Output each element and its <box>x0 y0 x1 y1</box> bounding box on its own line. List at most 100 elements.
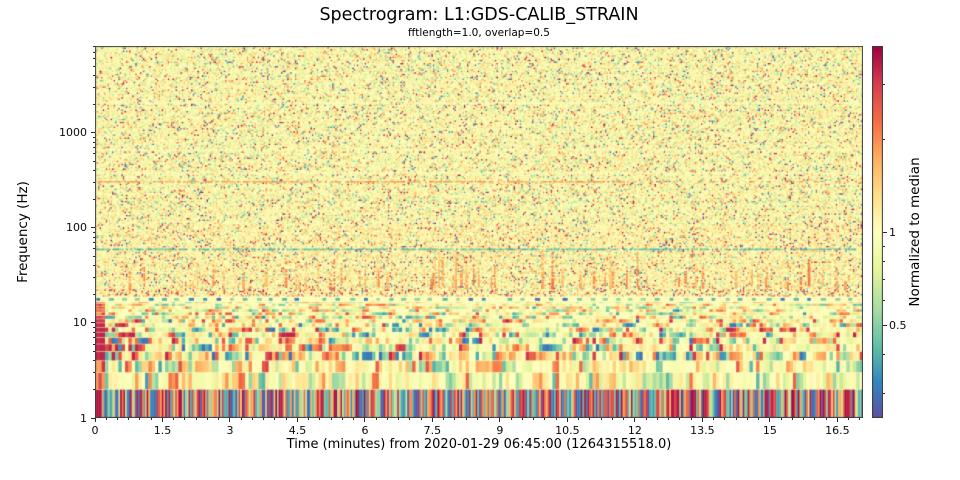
x-minor-tick <box>488 418 490 421</box>
y-minor-tick <box>92 141 95 143</box>
y-minor-tick <box>92 103 95 105</box>
x-minor-tick <box>656 418 658 421</box>
x-minor-tick <box>611 418 613 421</box>
colorbar-gradient <box>872 46 883 418</box>
x-minor-tick <box>330 418 332 421</box>
x-minor-tick <box>308 418 310 421</box>
x-minor-tick <box>690 418 692 421</box>
y-minor-tick <box>92 182 95 184</box>
x-tick <box>94 418 96 422</box>
x-tick <box>431 418 433 422</box>
x-minor-tick <box>735 418 737 421</box>
x-minor-tick <box>848 418 850 421</box>
y-minor-tick <box>92 277 95 279</box>
x-tick <box>769 418 771 422</box>
x-minor-tick <box>285 418 287 421</box>
y-minor-tick <box>92 198 95 200</box>
x-tick <box>566 418 568 422</box>
colorbar-minor-tick <box>883 279 886 281</box>
y-minor-tick <box>92 265 95 267</box>
spectrogram-heatmap <box>95 46 863 418</box>
colorbar-minor-tick <box>883 354 886 356</box>
x-minor-tick <box>859 418 861 421</box>
colorbar-tick <box>883 324 887 326</box>
x-minor-tick <box>116 418 118 421</box>
x-minor-tick <box>578 418 580 421</box>
x-minor-tick <box>263 418 265 421</box>
x-axis-label: Time (minutes) from 2020-01-29 06:45:00 … <box>286 437 672 452</box>
x-tick-label: 15 <box>762 424 777 437</box>
y-tick <box>91 322 95 324</box>
x-minor-tick <box>623 418 625 421</box>
colorbar-minor-tick <box>883 138 886 140</box>
x-minor-tick <box>139 418 141 421</box>
y-minor-tick <box>92 170 95 172</box>
x-minor-tick <box>713 418 715 421</box>
x-minor-tick <box>240 418 242 421</box>
plot-title: Spectrogram: L1:GDS-CALIB_STRAIN <box>319 5 639 25</box>
x-minor-tick <box>398 418 400 421</box>
x-minor-tick <box>600 418 602 421</box>
colorbar-tick-label: 0.5 <box>889 318 907 332</box>
x-minor-tick <box>803 418 805 421</box>
x-minor-tick <box>420 418 422 421</box>
colorbar-tick-label: 1 <box>889 225 896 239</box>
x-minor-tick <box>780 418 782 421</box>
y-minor-tick <box>92 147 95 149</box>
y-minor-tick <box>92 231 95 233</box>
y-minor-tick <box>92 326 95 328</box>
x-minor-tick <box>724 418 726 421</box>
colorbar-minor-tick <box>883 245 886 247</box>
y-tick <box>91 227 95 229</box>
x-minor-tick <box>533 418 535 421</box>
y-minor-tick <box>92 255 95 257</box>
x-minor-tick <box>521 418 523 421</box>
x-tick <box>499 418 501 422</box>
y-minor-tick <box>92 343 95 345</box>
x-minor-tick <box>589 418 591 421</box>
y-minor-tick <box>92 337 95 339</box>
y-minor-tick <box>92 248 95 250</box>
x-tick <box>229 418 231 422</box>
x-minor-tick <box>758 418 760 421</box>
y-tick-label: 1000 <box>59 126 87 140</box>
x-minor-tick <box>375 418 377 421</box>
x-tick <box>296 418 298 422</box>
x-minor-tick <box>341 418 343 421</box>
x-tick-label: 10.5 <box>555 424 580 437</box>
x-minor-tick <box>150 418 152 421</box>
x-tick-label: 4.5 <box>288 424 307 437</box>
x-minor-tick <box>173 418 175 421</box>
y-minor-tick <box>92 372 95 374</box>
y-minor-tick <box>92 331 95 333</box>
y-minor-tick <box>92 46 95 48</box>
x-tick-label: 16.5 <box>825 424 850 437</box>
x-tick <box>634 418 636 422</box>
y-minor-tick <box>92 86 95 88</box>
x-minor-tick <box>353 418 355 421</box>
y-minor-tick <box>92 51 95 53</box>
plot-subtitle: fftlength=1.0, overlap=0.5 <box>408 27 550 39</box>
x-minor-tick <box>105 418 107 421</box>
x-tick-label: 1.5 <box>153 424 172 437</box>
y-minor-tick <box>92 293 95 295</box>
x-tick-label: 9 <box>496 424 504 437</box>
x-minor-tick <box>555 418 557 421</box>
x-minor-tick <box>746 418 748 421</box>
x-minor-tick <box>814 418 816 421</box>
y-minor-tick <box>92 58 95 60</box>
x-minor-tick <box>679 418 681 421</box>
x-minor-tick <box>251 418 253 421</box>
y-minor-tick <box>92 236 95 238</box>
x-tick <box>836 418 838 422</box>
y-minor-tick <box>92 65 95 67</box>
x-minor-tick <box>128 418 130 421</box>
colorbar-tick <box>883 231 887 233</box>
y-tick-label: 100 <box>66 221 87 235</box>
x-minor-tick <box>218 418 220 421</box>
y-tick-label: 1 <box>80 411 87 425</box>
colorbar-minor-tick <box>883 300 886 302</box>
x-minor-tick <box>274 418 276 421</box>
x-minor-tick <box>195 418 197 421</box>
